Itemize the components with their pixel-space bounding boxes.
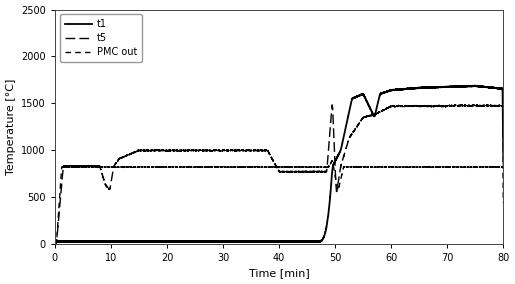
- X-axis label: Time [min]: Time [min]: [249, 268, 310, 278]
- Line: PMC out: PMC out: [55, 161, 503, 243]
- t1: [52, 241, 58, 244]
- t5: [458, 103, 464, 106]
- t1: [500, 159, 506, 163]
- PMC out: [52, 242, 58, 245]
- t5: [52, 241, 58, 245]
- t5: [337, 170, 343, 174]
- t1: [214, 240, 220, 243]
- Line: t1: t1: [55, 86, 503, 243]
- Legend: t1, t5, PMC out: t1, t5, PMC out: [60, 14, 142, 62]
- PMC out: [408, 166, 415, 169]
- PMC out: [214, 165, 220, 169]
- t1: [408, 87, 415, 90]
- PMC out: [384, 165, 390, 169]
- PMC out: [317, 166, 323, 169]
- PMC out: [329, 159, 335, 162]
- Line: t5: t5: [55, 105, 503, 243]
- Y-axis label: Temperature [°C]: Temperature [°C]: [6, 78, 15, 175]
- t1: [337, 151, 343, 154]
- t5: [214, 149, 220, 152]
- t1: [384, 90, 390, 93]
- t1: [317, 240, 323, 243]
- t5: [74, 164, 80, 168]
- t5: [408, 105, 415, 108]
- t1: [74, 240, 80, 243]
- t5: [500, 166, 506, 169]
- t1: [52, 241, 58, 244]
- PMC out: [52, 242, 58, 245]
- t5: [384, 106, 390, 110]
- PMC out: [337, 181, 343, 185]
- PMC out: [500, 201, 506, 204]
- t1: [472, 84, 478, 87]
- t5: [317, 170, 323, 173]
- PMC out: [74, 166, 80, 169]
